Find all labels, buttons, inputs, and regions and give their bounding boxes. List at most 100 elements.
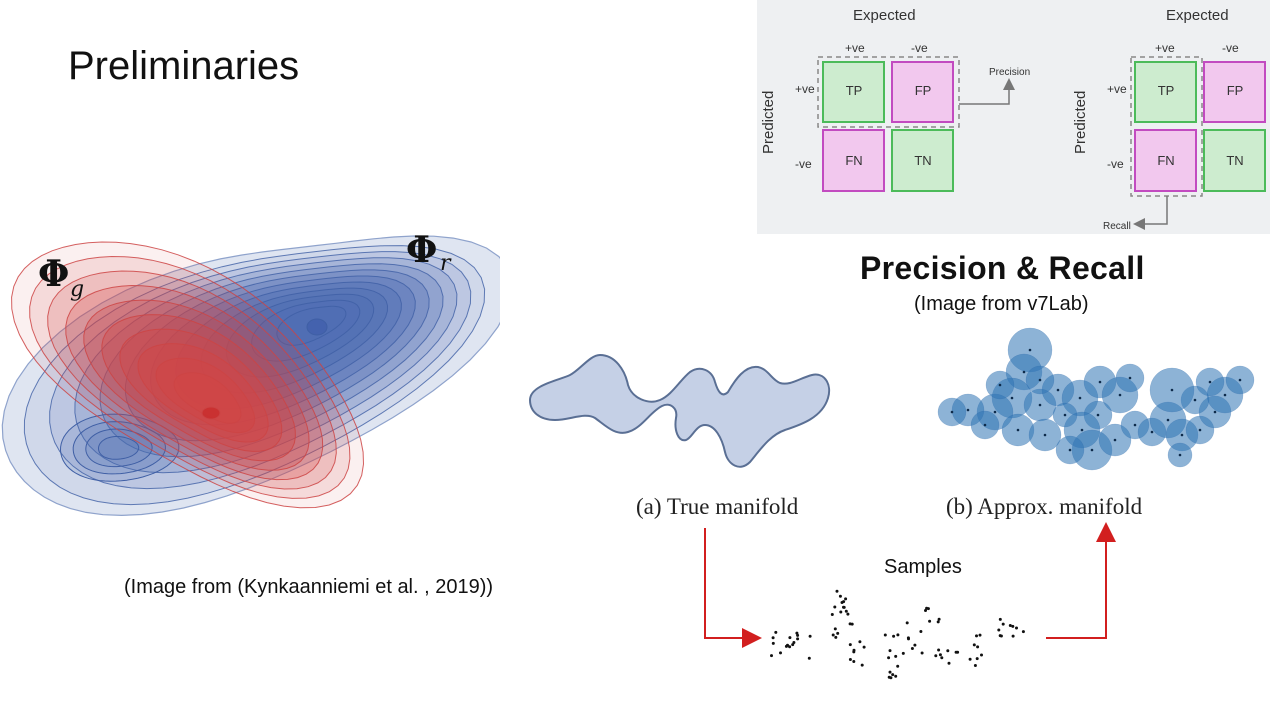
sample-dot <box>796 637 800 641</box>
sample-dot <box>844 609 848 613</box>
fn-label: FN <box>1157 153 1174 168</box>
approx-ball <box>1041 373 1075 407</box>
sample-dot <box>852 660 856 663</box>
confusion-matrices: Expected +ve -ve +ve -ve Predicted TP FP… <box>760 7 1266 232</box>
approx-center <box>993 410 997 414</box>
approx-ball <box>1001 413 1035 447</box>
sample-dot <box>998 617 1002 621</box>
true-manifold-shape <box>528 353 831 468</box>
generated-contour-level <box>173 372 242 424</box>
sample-dot <box>947 661 951 665</box>
approx-center <box>1150 430 1154 434</box>
sample-dot <box>999 634 1003 638</box>
approx-ball <box>1120 410 1150 440</box>
approx-center <box>1166 418 1170 422</box>
density-contour-figure: Φ g Φ r <box>1 229 500 517</box>
approx-center <box>1096 413 1100 417</box>
sample-dot <box>842 600 846 604</box>
approx-ball <box>1195 367 1225 397</box>
contour-caption: (Image from (Kynkaanniemi et al. , 2019)… <box>124 576 494 598</box>
sample-dot <box>792 641 796 644</box>
fp-label: FP <box>1227 83 1244 98</box>
sample-dot <box>925 606 929 610</box>
sample-dot <box>838 594 842 598</box>
approx-center <box>1178 453 1182 457</box>
sample-dot <box>888 649 892 653</box>
phi-r-subscript: r <box>440 251 452 276</box>
sample-dot <box>784 644 788 648</box>
sample-dot <box>858 640 862 644</box>
approx-center <box>1090 448 1094 452</box>
sample-dot <box>833 627 837 631</box>
sample-dot <box>786 643 789 647</box>
sample-dot <box>883 633 887 637</box>
col-pos-label: +ve <box>845 41 865 55</box>
sample-dot <box>946 649 950 653</box>
approx-arrow <box>1046 522 1116 639</box>
approx-center <box>1056 388 1060 392</box>
approx-ball <box>951 393 985 427</box>
sample-dot <box>997 628 1001 632</box>
approx-ball <box>985 370 1015 400</box>
approx-ball <box>1071 429 1113 471</box>
approx-ball <box>1083 400 1113 430</box>
approx-center <box>1180 433 1184 437</box>
real-contour-mode <box>72 421 166 475</box>
sample-dot <box>926 607 930 611</box>
approx-center <box>1038 403 1042 407</box>
sample-dot <box>791 643 795 647</box>
tn-label: TN <box>1226 153 1243 168</box>
sample-dot <box>894 674 898 678</box>
approx-ball <box>1149 367 1195 413</box>
precision-arrow <box>959 78 1015 105</box>
sample-dot <box>852 650 856 654</box>
approx-ball <box>1225 365 1255 395</box>
sample-dot <box>913 643 917 647</box>
sample-dot <box>924 609 927 612</box>
approx-center <box>1068 448 1072 452</box>
sample-dot <box>998 634 1002 638</box>
sample-dot <box>771 641 775 645</box>
fp-cell <box>1203 61 1266 123</box>
approx-ball <box>1137 417 1167 447</box>
sample-dot <box>836 631 840 635</box>
sample-dot <box>978 633 982 637</box>
row-pos-label: +ve <box>1107 82 1127 96</box>
sample-dot <box>771 636 775 640</box>
sample-dot <box>788 645 792 649</box>
sample-dot <box>934 654 938 658</box>
sample-dot <box>907 637 910 641</box>
sample-dot <box>834 635 838 639</box>
sample-dot <box>894 654 898 658</box>
sample-dot <box>852 648 856 652</box>
sample-dot <box>972 643 976 647</box>
sample-dot <box>973 664 977 667</box>
approx-ball <box>1167 442 1193 468</box>
approx-center <box>1128 376 1132 380</box>
approx-ball <box>1061 379 1099 417</box>
approx-center <box>1078 396 1082 400</box>
precision-matrix: Expected +ve -ve +ve -ve Predicted TP FP… <box>760 7 1030 192</box>
approx-center <box>1223 393 1227 397</box>
sample-dot <box>896 633 900 637</box>
tn-cell <box>891 129 954 192</box>
sample-dot <box>892 634 896 638</box>
approx-ball <box>1149 401 1187 439</box>
approx-ball <box>1180 385 1210 415</box>
phi-g-label: Φ <box>38 253 69 295</box>
approx-center <box>1016 428 1020 432</box>
approx-center <box>998 383 1002 387</box>
tp-label: TP <box>1158 83 1175 98</box>
sample-dot <box>889 676 893 680</box>
tn-label: TN <box>914 153 931 168</box>
precision-recall-source: (Image from v7Lab) <box>914 293 1089 315</box>
slide-title: Preliminaries <box>68 44 300 88</box>
sample-dot <box>770 654 773 658</box>
sample-dot <box>795 631 799 635</box>
sample-dot <box>1008 624 1012 627</box>
row-neg-label: -ve <box>795 157 812 171</box>
generated-peak <box>201 406 221 420</box>
approx-ball <box>1165 418 1199 452</box>
tp-cell <box>1134 61 1197 123</box>
recall-metric-label: Recall <box>1103 221 1131 232</box>
